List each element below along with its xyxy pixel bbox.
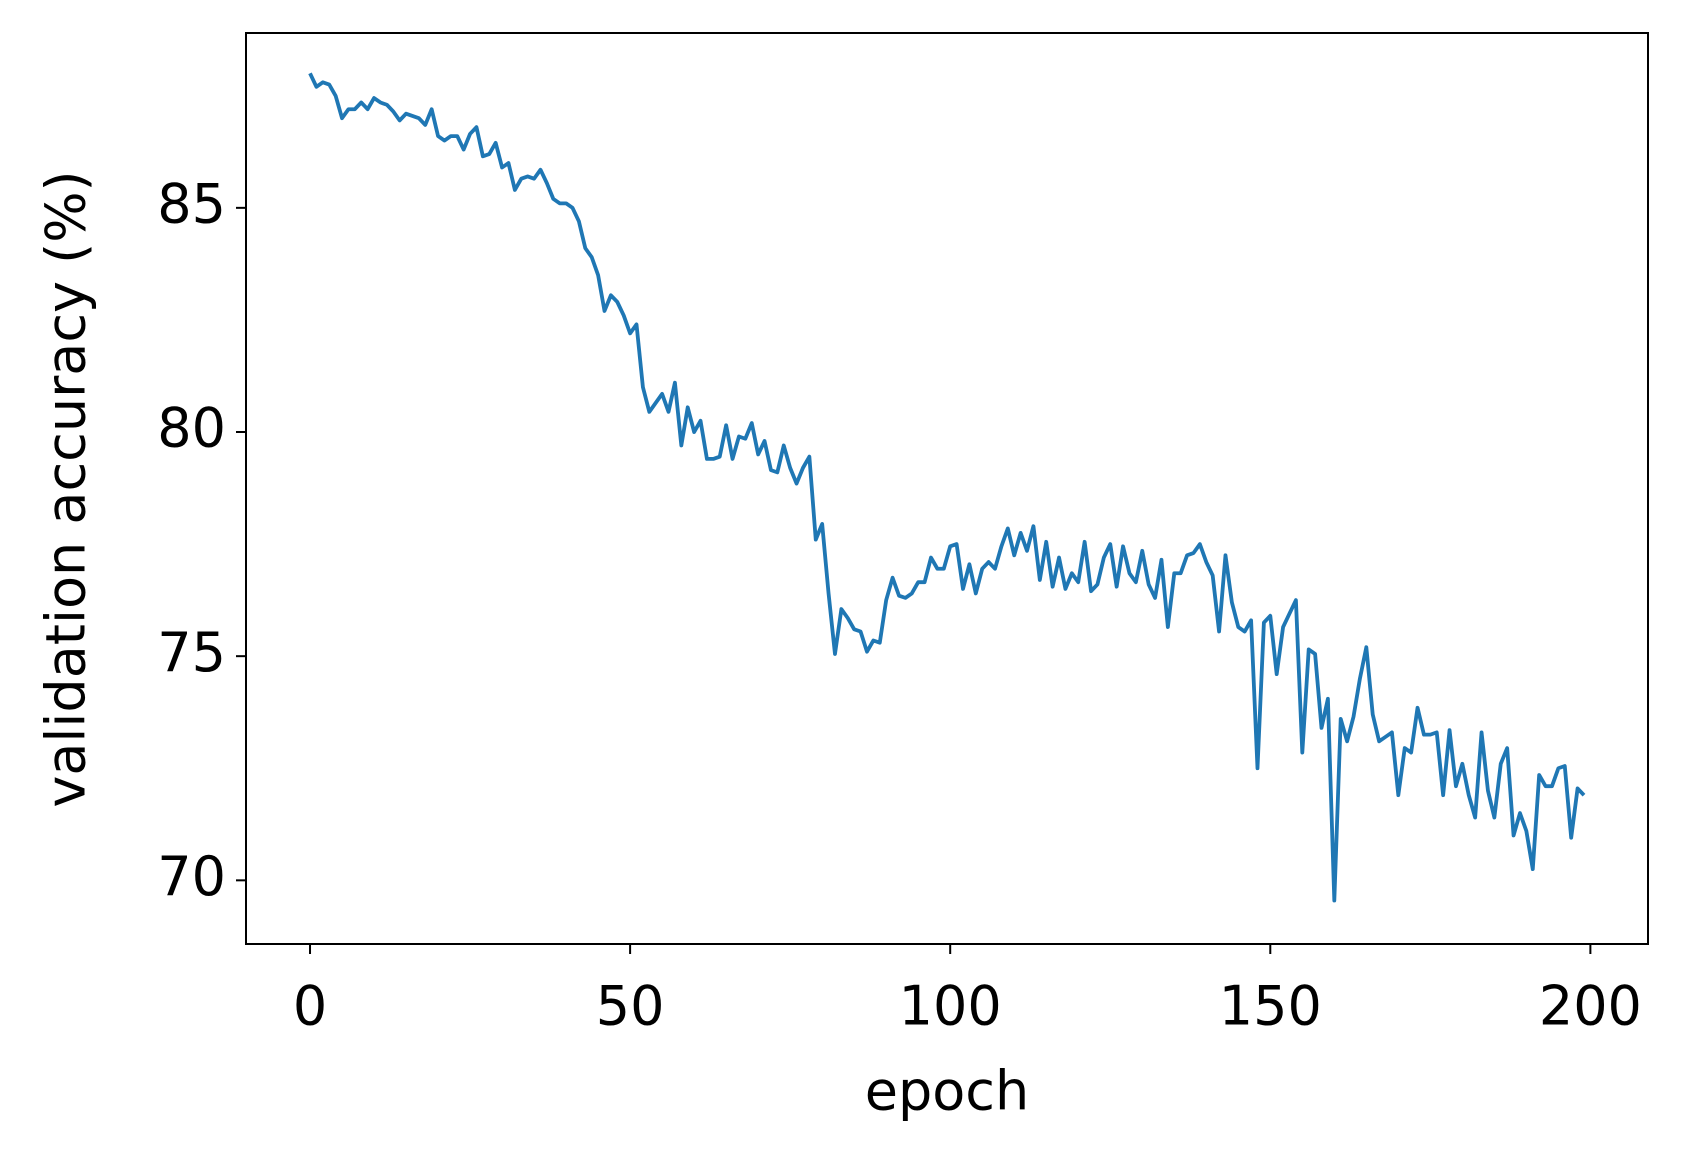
x-tick-label: 50 [596,975,665,1038]
x-tick-label: 200 [1539,975,1642,1038]
y-tick-label: 85 [157,172,226,235]
plot-frame [245,32,1649,945]
y-axis-label: validation accuracy (%) [35,170,98,807]
x-axis-label: epoch [865,1060,1029,1123]
data-line [308,72,1586,903]
y-tick-label: 80 [157,397,226,460]
x-tick-label: 150 [1219,975,1322,1038]
x-tick-label: 100 [899,975,1002,1038]
y-tick-label: 70 [157,845,226,908]
y-tick-label: 75 [157,621,226,684]
x-tick-label: 0 [293,975,327,1038]
